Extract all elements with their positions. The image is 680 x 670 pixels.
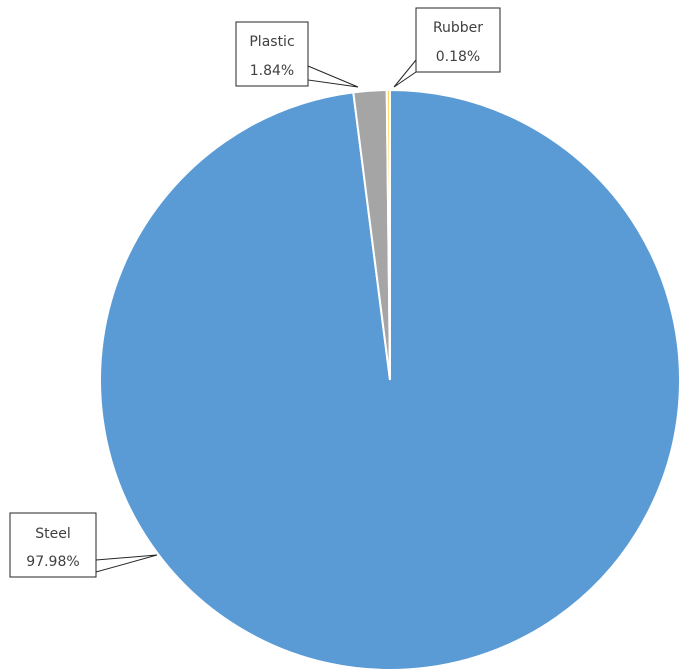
callout-leaders (95, 58, 417, 573)
callout-name-rubber: Rubber (433, 20, 483, 36)
pie-slice-rubber (385, 88, 391, 381)
callout-box-steel (9, 512, 97, 578)
callout-name-plastic: Plastic (249, 34, 294, 50)
callout-value-rubber: 0.18% (436, 49, 480, 65)
leader-plastic (307, 65, 359, 88)
callout-name-steel: Steel (35, 526, 71, 542)
leader-rubber (393, 58, 417, 88)
callout-value-plastic: 1.84% (250, 63, 294, 79)
leader-steel (95, 554, 158, 573)
callout-box-rubber (415, 7, 501, 73)
callout-rubber: Rubber 0.18% (415, 7, 501, 73)
callout-plastic: Plastic 1.84% (235, 21, 309, 87)
callout-box-plastic (235, 21, 309, 87)
callout-steel: Steel 97.98% (9, 512, 97, 578)
pie-slices (99, 88, 680, 670)
callout-value-steel: 97.98% (26, 554, 79, 570)
